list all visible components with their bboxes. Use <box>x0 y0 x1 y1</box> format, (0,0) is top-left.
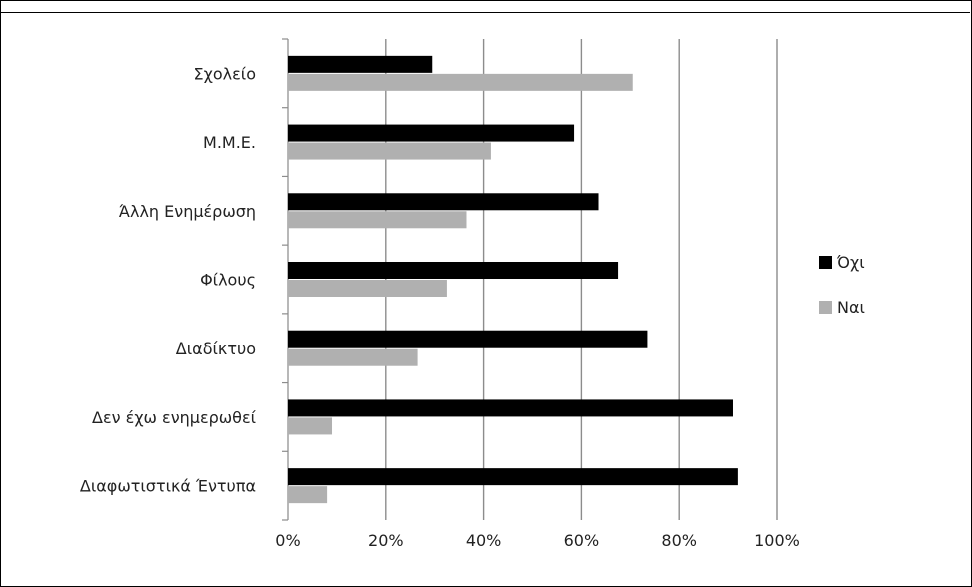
bar-nai <box>288 211 467 229</box>
bar-nai <box>288 280 447 297</box>
x-tick-label: 60% <box>564 531 600 550</box>
category-label: Μ.Μ.Ε. <box>203 133 256 152</box>
bar-ochi <box>288 193 599 211</box>
category-label: Διαφωτιστικά Έντυπα <box>80 477 256 496</box>
bar-ochi <box>288 262 619 279</box>
bar-nai <box>288 486 328 504</box>
x-tick-label: 40% <box>466 531 502 550</box>
bar-ochi <box>288 399 733 417</box>
x-tick-label: 80% <box>661 531 697 550</box>
category-label: Άλλη Ενημέρωση <box>119 202 256 221</box>
category-label: Φίλους <box>200 271 256 290</box>
category-label: Δεν έχω ενημερωθεί <box>92 408 257 427</box>
bar-ochi <box>288 468 738 486</box>
x-tick-label: 20% <box>368 531 404 550</box>
bar-ochi <box>288 330 648 348</box>
legend-label: Ναι <box>837 298 865 317</box>
bar-nai <box>288 142 491 160</box>
legend-swatch <box>819 301 832 314</box>
category-label: Σχολείο <box>194 64 256 83</box>
legend-label: Όχι <box>836 253 865 272</box>
category-label: Διαδίκτυο <box>176 339 256 358</box>
bar-ochi <box>288 55 433 73</box>
legend-swatch <box>819 256 832 269</box>
x-tick-label: 100% <box>754 531 800 550</box>
bar-nai <box>288 417 333 435</box>
chart-area: 0% 20% 40% 60% 80% 100% Σχολείο Μ.Μ.Ε. Άλλη Ενημ… <box>22 27 918 554</box>
top-divider <box>0 12 970 13</box>
bar-nai <box>288 348 418 366</box>
x-tick-label: 0% <box>275 531 300 550</box>
bar-nai <box>288 73 633 91</box>
bar-chart: 0% 20% 40% 60% 80% 100% Σχολείο Μ.Μ.Ε. Άλλη Ενημ… <box>80 38 865 550</box>
bar-ochi <box>288 124 575 142</box>
